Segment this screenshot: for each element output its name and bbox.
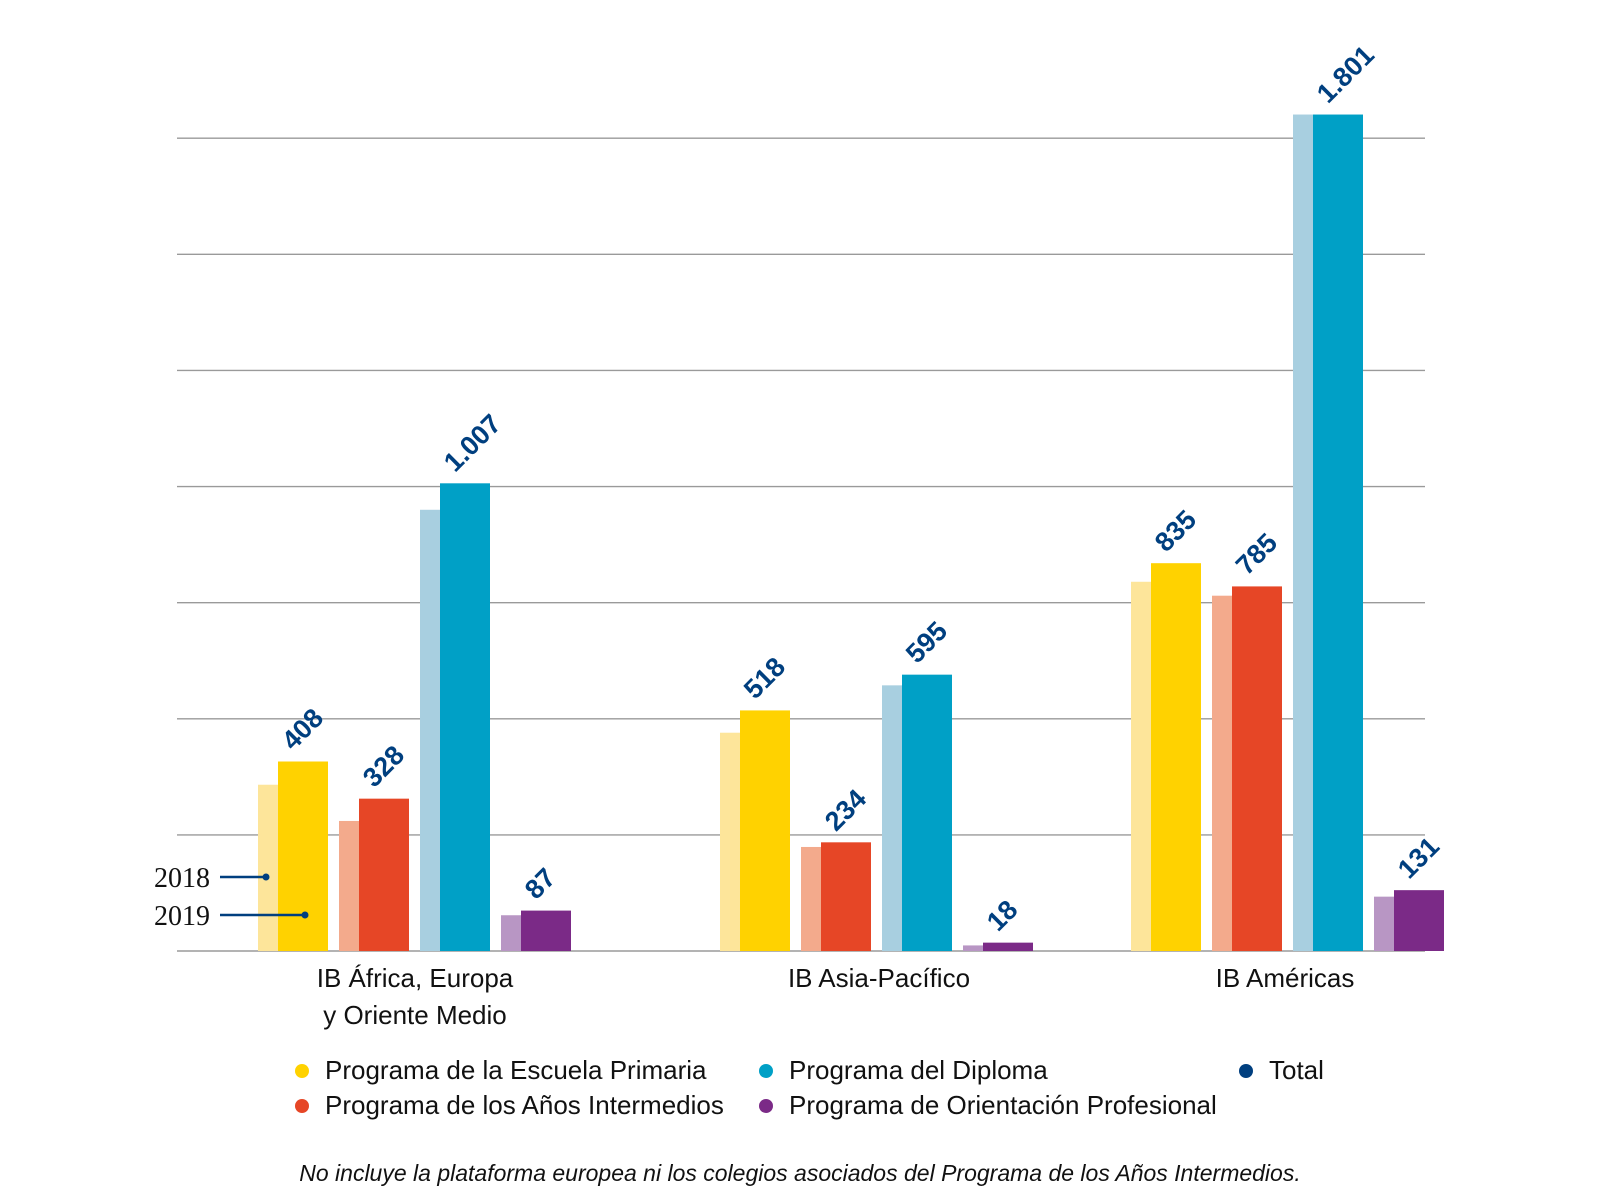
year-pointer-dot: [301, 911, 309, 919]
value-label: 785: [1230, 528, 1283, 581]
bar-2019: [1151, 563, 1201, 951]
value-label: 87: [519, 862, 561, 904]
bar-2018: [1212, 595, 1234, 951]
bar-2019: [902, 674, 952, 951]
bar-2019: [1313, 114, 1363, 952]
value-label: 518: [738, 652, 791, 705]
bar-2019: [440, 483, 490, 951]
bar-2018: [801, 846, 823, 951]
bar-2018: [1131, 581, 1153, 951]
value-label: 1.007: [438, 409, 507, 478]
bar-2018: [339, 820, 361, 951]
bar-2018: [1374, 896, 1396, 951]
value-label: 1.801: [1311, 40, 1380, 109]
bar-2018: [1293, 114, 1315, 952]
bar-2018: [882, 685, 904, 951]
bar-2019: [359, 798, 409, 951]
category-label: y Oriente Medio: [323, 1000, 507, 1030]
value-label: 408: [276, 703, 329, 756]
value-label: 18: [981, 894, 1023, 936]
year-label: 2019: [154, 901, 210, 932]
bar-2019: [1232, 586, 1282, 951]
category-label: IB África, Europa: [317, 963, 514, 993]
bar-2018: [720, 732, 742, 951]
footnote: No incluye la plataforma europea ni los …: [299, 1160, 1301, 1186]
bar-2018: [501, 915, 523, 951]
bar-2019: [278, 761, 328, 951]
category-label: IB Asia-Pacífico: [788, 963, 970, 993]
bar-2018: [963, 945, 985, 951]
bar-2019: [983, 942, 1033, 951]
value-label: 835: [1149, 504, 1202, 557]
bar-2018: [258, 784, 280, 951]
value-label: 131: [1392, 831, 1445, 884]
value-label: 234: [819, 783, 872, 836]
bar-2019: [1394, 890, 1444, 951]
category-label: IB Américas: [1216, 963, 1355, 993]
bar-2018: [420, 509, 442, 951]
bar-2019: [740, 710, 790, 951]
year-pointer-dot: [262, 873, 270, 881]
year-label: 2018: [154, 863, 210, 894]
bar-2019: [821, 842, 871, 951]
value-label: 328: [357, 740, 410, 793]
bar-2019: [521, 910, 571, 951]
value-label: 595: [900, 616, 953, 669]
